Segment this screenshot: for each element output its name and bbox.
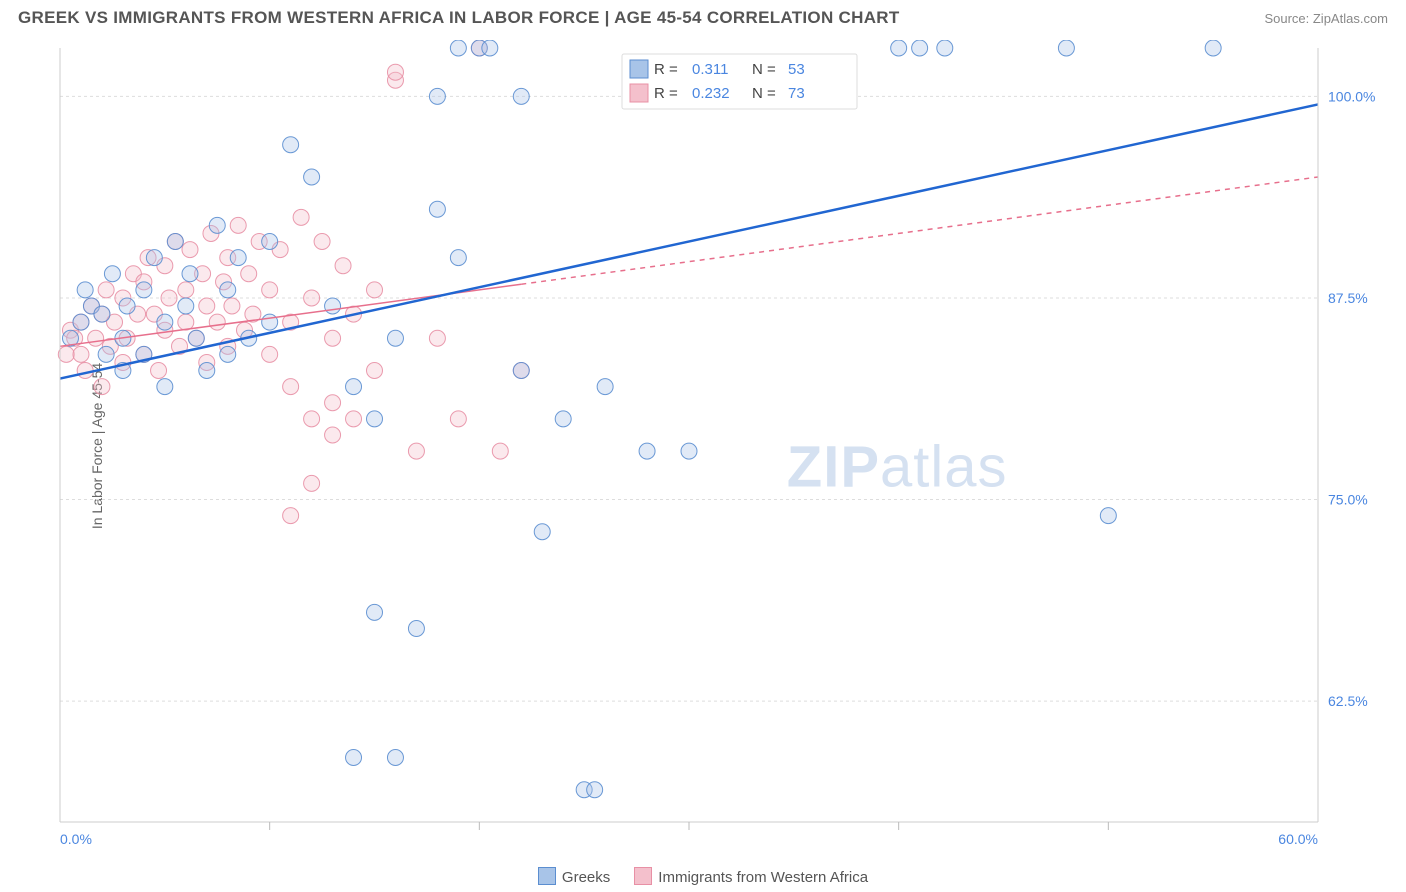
svg-text:62.5%: 62.5% (1328, 693, 1368, 709)
svg-text:0.0%: 0.0% (60, 831, 92, 847)
legend-swatch-blue (538, 867, 556, 885)
svg-text:0.232: 0.232 (692, 85, 730, 102)
svg-text:87.5%: 87.5% (1328, 290, 1368, 306)
chart-header: GREEK VS IMMIGRANTS FROM WESTERN AFRICA … (0, 0, 1406, 32)
legend-label-immigrants: Immigrants from Western Africa (658, 869, 868, 886)
scatter-chart: 62.5% 75.0% 87.5% 100.0% ZIPatlas 0.0% 60.0% R … (52, 40, 1388, 852)
chart-area: 62.5% 75.0% 87.5% 100.0% ZIPatlas 0.0% 60.0% R … (52, 40, 1388, 852)
svg-text:R =: R = (654, 85, 678, 102)
svg-text:73: 73 (788, 85, 805, 102)
svg-text:R =: R = (654, 61, 678, 78)
svg-text:100.0%: 100.0% (1328, 88, 1375, 104)
chart-title: GREEK VS IMMIGRANTS FROM WESTERN AFRICA … (18, 8, 900, 28)
chart-source: Source: ZipAtlas.com (1264, 11, 1388, 26)
svg-text:60.0%: 60.0% (1278, 831, 1318, 847)
legend-swatch-pink (634, 867, 652, 885)
svg-text:0.311: 0.311 (692, 61, 728, 78)
svg-text:N =: N = (752, 61, 776, 78)
bottom-legend: Greeks Immigrants from Western Africa (0, 867, 1406, 886)
svg-text:75.0%: 75.0% (1328, 492, 1368, 508)
svg-text:53: 53 (788, 61, 805, 78)
legend-item-greeks: Greeks (538, 867, 610, 886)
svg-text:ZIPatlas: ZIPatlas (787, 435, 1008, 500)
legend-label-greeks: Greeks (562, 869, 610, 886)
svg-text:N =: N = (752, 85, 776, 102)
legend-item-immigrants: Immigrants from Western Africa (634, 867, 868, 886)
